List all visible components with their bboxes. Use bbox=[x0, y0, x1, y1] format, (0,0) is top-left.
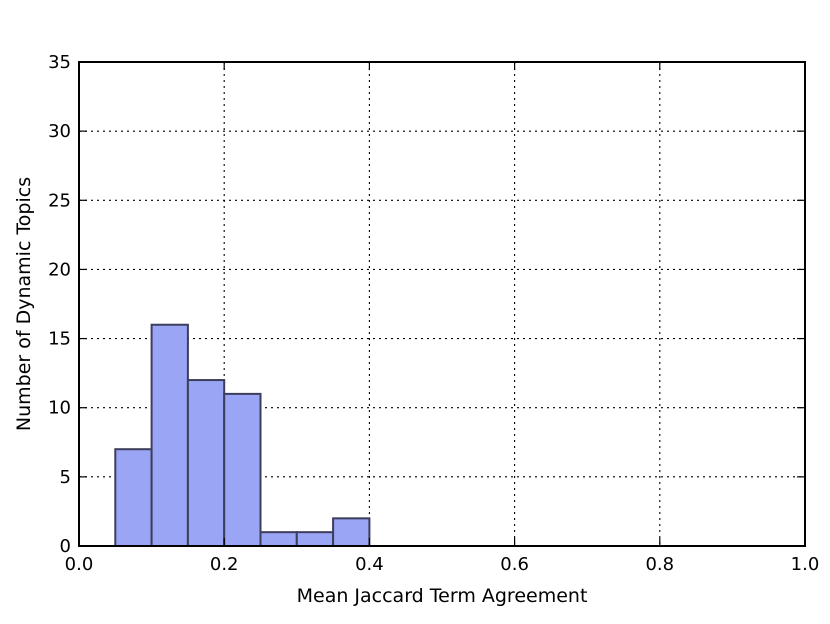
histogram-bar bbox=[332, 517, 371, 547]
y-tick-label: 25 bbox=[48, 190, 71, 211]
y-tick-label: 20 bbox=[48, 259, 71, 280]
histogram-bar bbox=[259, 531, 298, 548]
x-axis-label: Mean Jaccard Term Agreement bbox=[297, 585, 588, 607]
y-tick-label: 30 bbox=[48, 121, 71, 142]
y-tick-label: 5 bbox=[60, 467, 71, 488]
y-tick-label: 15 bbox=[48, 329, 71, 350]
y-axis-label: Number of Dynamic Topics bbox=[13, 177, 35, 431]
y-tick-labels: 0 5 10 15 20 25 30 35 bbox=[48, 52, 71, 557]
histogram-bars bbox=[114, 323, 371, 548]
x-tick-label: 0.2 bbox=[210, 554, 239, 575]
x-tick-label: 1.0 bbox=[791, 554, 820, 575]
histogram-bar bbox=[186, 379, 226, 547]
plot-frame bbox=[78, 61, 806, 547]
y-tick-label: 0 bbox=[60, 536, 71, 557]
x-tick-labels: 0.0 0.2 0.4 0.6 0.8 1.0 bbox=[65, 554, 820, 575]
histogram-bar bbox=[295, 531, 335, 548]
histogram-bar bbox=[150, 323, 189, 547]
y-tick-label: 10 bbox=[48, 398, 71, 419]
x-tick-label: 0.0 bbox=[65, 554, 94, 575]
y-tick-label: 35 bbox=[48, 52, 71, 73]
histogram-bar bbox=[114, 448, 153, 548]
histogram-bar bbox=[223, 392, 262, 547]
x-tick-label: 0.6 bbox=[500, 554, 529, 575]
x-tick-label: 0.4 bbox=[355, 554, 384, 575]
x-tick-label: 0.8 bbox=[645, 554, 674, 575]
axis-ticks bbox=[78, 61, 806, 547]
